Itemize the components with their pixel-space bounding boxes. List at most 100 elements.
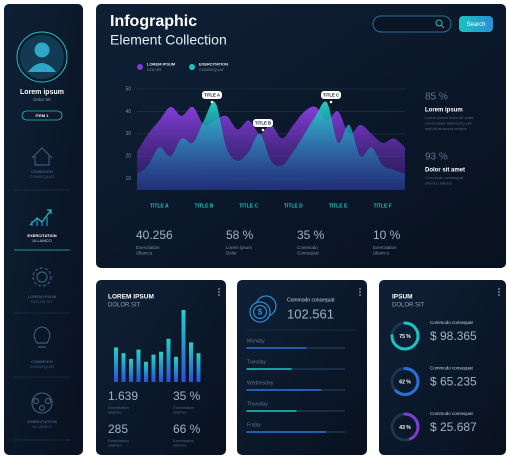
callout-dot bbox=[210, 100, 214, 104]
card-title: LOREM IPSUM bbox=[108, 294, 154, 301]
gauge-label: 75 % bbox=[399, 334, 411, 340]
stat-value: 40.256 bbox=[136, 228, 173, 242]
gear-icon-teeth bbox=[32, 267, 52, 287]
stat-label: Exercitation bbox=[373, 245, 397, 250]
bulb-icon bbox=[33, 326, 51, 348]
x-tick-label: TITLE B bbox=[195, 203, 214, 209]
home-icon bbox=[31, 147, 53, 166]
bar bbox=[144, 361, 148, 382]
progress-label: Monday bbox=[247, 338, 265, 344]
card-stat-value: 285 bbox=[108, 422, 128, 436]
callout-dot bbox=[261, 128, 265, 132]
search-button-label: Search bbox=[466, 22, 485, 28]
profile-button-label: ITEM 1 bbox=[36, 113, 50, 118]
card-stat-sub: ullamco bbox=[108, 410, 123, 415]
stat-value: 58 % bbox=[226, 228, 254, 242]
card-value: 102.561 bbox=[287, 306, 334, 321]
nav-title: COMMODO bbox=[31, 359, 53, 364]
gauge-arc bbox=[390, 367, 420, 396]
gauge-item-value: $ 65.235 bbox=[430, 375, 477, 389]
nav-title: EXERCITATION bbox=[27, 233, 56, 238]
y-tick-label: 30 bbox=[125, 131, 131, 137]
y-tick-label: 40 bbox=[125, 109, 131, 115]
nav-subtitle: ULLAMCO bbox=[32, 238, 51, 243]
legend-swatch bbox=[137, 64, 143, 70]
callout-dot bbox=[329, 100, 333, 104]
profile-button[interactable] bbox=[21, 110, 63, 121]
callout-label: TITLE A bbox=[204, 93, 220, 98]
stat-sub: Ullamco bbox=[373, 251, 390, 256]
stat-sub: Ullamco bbox=[136, 251, 153, 256]
progress-label: Friday bbox=[247, 422, 261, 428]
search-box[interactable] bbox=[372, 15, 452, 33]
side-stat-value: 85 % bbox=[425, 92, 448, 103]
nav-title: LOREM IPSUM bbox=[28, 294, 57, 299]
card-stat-value: 66 % bbox=[173, 422, 201, 436]
legend-swatch bbox=[189, 64, 195, 70]
side-stat-title: Dolor sit amet bbox=[425, 168, 465, 174]
progress-label: Wednesday bbox=[247, 380, 274, 386]
bar bbox=[189, 342, 193, 382]
card-title: Commodo consequat bbox=[287, 297, 335, 303]
gauge-label: 62 % bbox=[399, 379, 411, 385]
nav-title: COMMODO bbox=[31, 169, 53, 174]
nav-subtitle: CONSEQUAT bbox=[29, 364, 55, 369]
progress-label: Thursday bbox=[247, 401, 268, 407]
x-tick-label: TITLE E bbox=[329, 203, 348, 209]
y-tick-label: 50 bbox=[125, 86, 131, 92]
gauge-item-label: Commodo consequat bbox=[430, 411, 474, 416]
sidebar bbox=[4, 4, 83, 455]
bar bbox=[136, 349, 141, 382]
nav-subtitle: DOLOR SIT bbox=[31, 299, 53, 304]
gauge-item-label: Commodo consequat bbox=[430, 320, 474, 325]
team-icon bbox=[31, 392, 53, 414]
progress-label: Tuesday bbox=[247, 359, 266, 365]
side-stat-text: sed do eiusmod tempor bbox=[425, 126, 467, 131]
gauge-item-label: Commodo consequat bbox=[430, 366, 474, 371]
bar bbox=[159, 351, 163, 382]
legend-label: EXERCITATION bbox=[199, 62, 228, 67]
search-icon bbox=[435, 19, 443, 27]
side-stat-text: Commodo consequat bbox=[425, 175, 464, 180]
side-stat-text: Lorem ipsum dolor sit amet, bbox=[425, 115, 474, 120]
gauge-arc bbox=[390, 321, 420, 351]
coin-symbol: $ bbox=[258, 308, 263, 317]
bar bbox=[166, 338, 171, 382]
card-stat-value: 1.639 bbox=[108, 389, 138, 403]
team-icon-b bbox=[44, 397, 52, 405]
nav-dividers bbox=[14, 189, 70, 441]
nav-subtitle: CONSEQUAT bbox=[29, 174, 55, 179]
stat-label: Commodo bbox=[297, 245, 318, 250]
nav-subtitle: ULLAMCO bbox=[32, 424, 51, 429]
callout bbox=[253, 119, 273, 127]
side-stat-title: Lorem ipsum bbox=[425, 108, 463, 114]
gauge-item-value: $ 98.365 bbox=[430, 329, 477, 343]
legend-label: LOREM IPSUM bbox=[147, 62, 176, 67]
bar bbox=[151, 354, 156, 382]
stat-label: Exercitation bbox=[136, 245, 160, 250]
stat-value: 10 % bbox=[373, 228, 401, 242]
search-button[interactable] bbox=[459, 16, 493, 32]
profile-subtitle: Dolor Sit bbox=[33, 97, 51, 102]
side-stat-text: consectetur adipiscing elit, bbox=[425, 121, 472, 126]
team-icon-a bbox=[32, 397, 40, 405]
card-stat-label: Exercitation bbox=[108, 405, 129, 410]
side-stat-text: ullamco laboris bbox=[425, 181, 452, 186]
card-stat-value: 35 % bbox=[173, 389, 201, 403]
x-tick-label: TITLE C bbox=[239, 203, 258, 209]
bar bbox=[196, 353, 201, 382]
card-subtitle: DOLOR SIT bbox=[108, 303, 141, 309]
card-stat-label: Exercitation bbox=[173, 438, 194, 443]
card-stat-label: Exercitation bbox=[108, 438, 129, 443]
card-title: IPSUM bbox=[392, 294, 413, 301]
side-stat-value: 93 % bbox=[425, 152, 448, 163]
bar bbox=[181, 310, 186, 382]
x-tick-label: TITLE F bbox=[373, 203, 391, 209]
stat-value: 35 % bbox=[297, 228, 325, 242]
x-tick-label: TITLE A bbox=[150, 203, 169, 209]
callout-label: TITLE C bbox=[323, 93, 339, 98]
legend-sublabel: DOLOR bbox=[147, 67, 161, 72]
card-stat-sub: ullamco bbox=[108, 443, 123, 448]
